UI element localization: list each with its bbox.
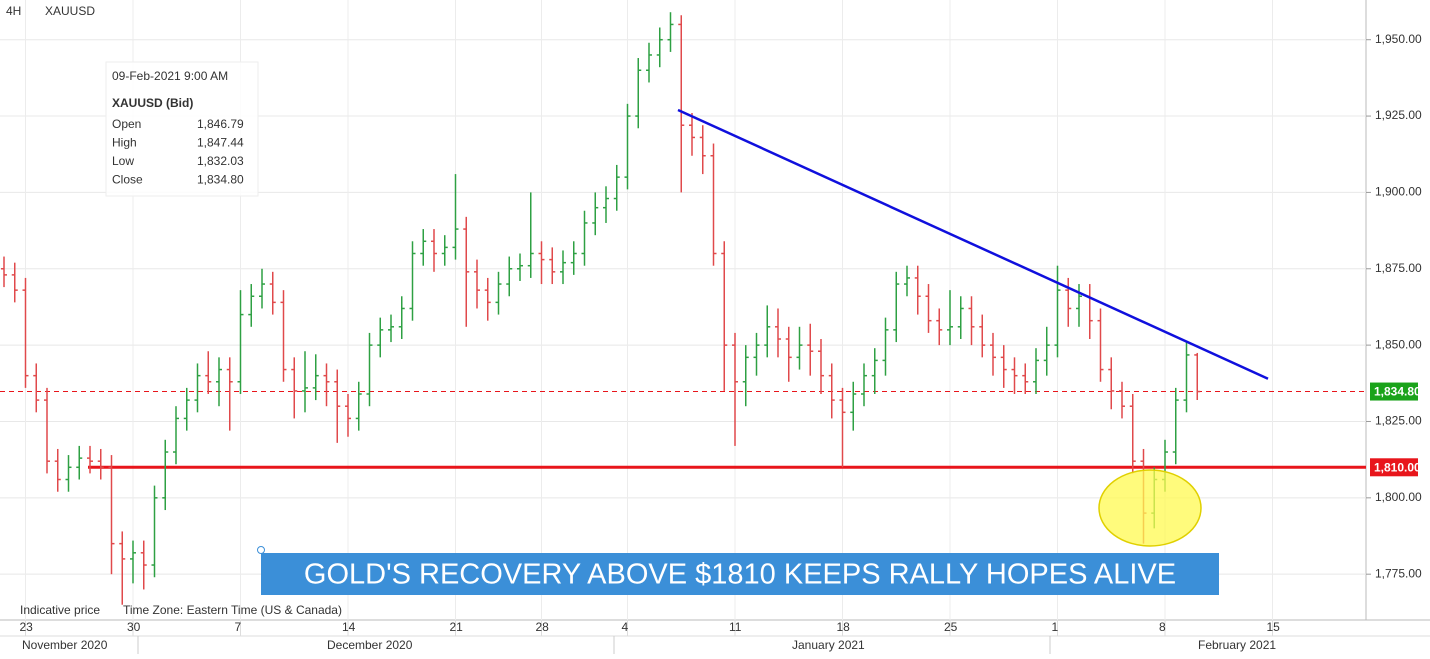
month-label: February 2021	[1198, 638, 1276, 652]
x-tick-label: 7	[235, 620, 242, 634]
x-tick-label: 23	[20, 620, 34, 634]
tooltip-value: 1,832.03	[197, 154, 244, 168]
trendline	[677, 108, 1269, 380]
y-tick-label: 1,775.00	[1375, 566, 1422, 580]
x-tick-label: 30	[127, 620, 141, 634]
tooltip-date: 09-Feb-2021 9:00 AM	[112, 69, 228, 83]
tooltip-heading: XAUUSD (Bid)	[112, 96, 193, 110]
price-tag	[1370, 382, 1418, 401]
tooltip-label: Close	[112, 173, 143, 187]
x-tick-label: 21	[450, 620, 464, 634]
banner-box	[261, 553, 1219, 595]
symbol: XAUUSD	[45, 4, 95, 18]
x-tick-label: 4	[622, 620, 629, 634]
footer-text: Time Zone: Eastern Time (US & Canada)	[123, 603, 342, 617]
y-tick-label: 1,925.00	[1375, 108, 1422, 122]
tooltip-label: Low	[112, 154, 134, 168]
price-tag-label: 1,834.80	[1374, 385, 1421, 399]
price-tag-label: 1,810.00	[1374, 460, 1421, 474]
x-tick-label: 15	[1267, 620, 1281, 634]
x-tick-label: 11	[729, 620, 742, 634]
month-label: December 2020	[327, 638, 413, 652]
x-tick-label: 28	[536, 620, 550, 634]
highlight-circle	[1098, 469, 1202, 547]
x-tick-label: 1	[1052, 620, 1059, 634]
tooltip-label: High	[112, 136, 137, 150]
month-label: November 2020	[22, 638, 108, 652]
footer-text: Indicative price	[20, 603, 100, 617]
y-tick-label: 1,850.00	[1375, 337, 1422, 351]
y-tick-label: 1,825.00	[1375, 414, 1422, 428]
timeframe: 4H	[6, 4, 21, 18]
tooltip-label: Open	[112, 117, 141, 131]
y-tick-label: 1,800.00	[1375, 490, 1422, 504]
price-tag	[1370, 458, 1418, 477]
y-tick-label: 1,875.00	[1375, 261, 1422, 275]
tooltip-value: 1,847.44	[197, 136, 244, 150]
y-tick-label: 1,900.00	[1375, 185, 1422, 199]
month-label: January 2021	[792, 638, 865, 652]
x-tick-label: 18	[837, 620, 851, 634]
x-tick-label: 8	[1159, 620, 1166, 634]
tooltip-value: 1,846.79	[197, 117, 244, 131]
banner-text: GOLD'S RECOVERY ABOVE $1810 KEEPS RALLY …	[304, 559, 1176, 591]
x-tick-label: 25	[944, 620, 958, 634]
y-tick-label: 1,950.00	[1375, 32, 1422, 46]
x-tick-label: 14	[342, 620, 356, 634]
tooltip-box	[105, 61, 259, 197]
tooltip: 09-Feb-2021 9:00 AM XAUUSD (Bid) Open 1,846…	[105, 61, 259, 197]
tooltip-value: 1,834.80	[197, 173, 244, 187]
